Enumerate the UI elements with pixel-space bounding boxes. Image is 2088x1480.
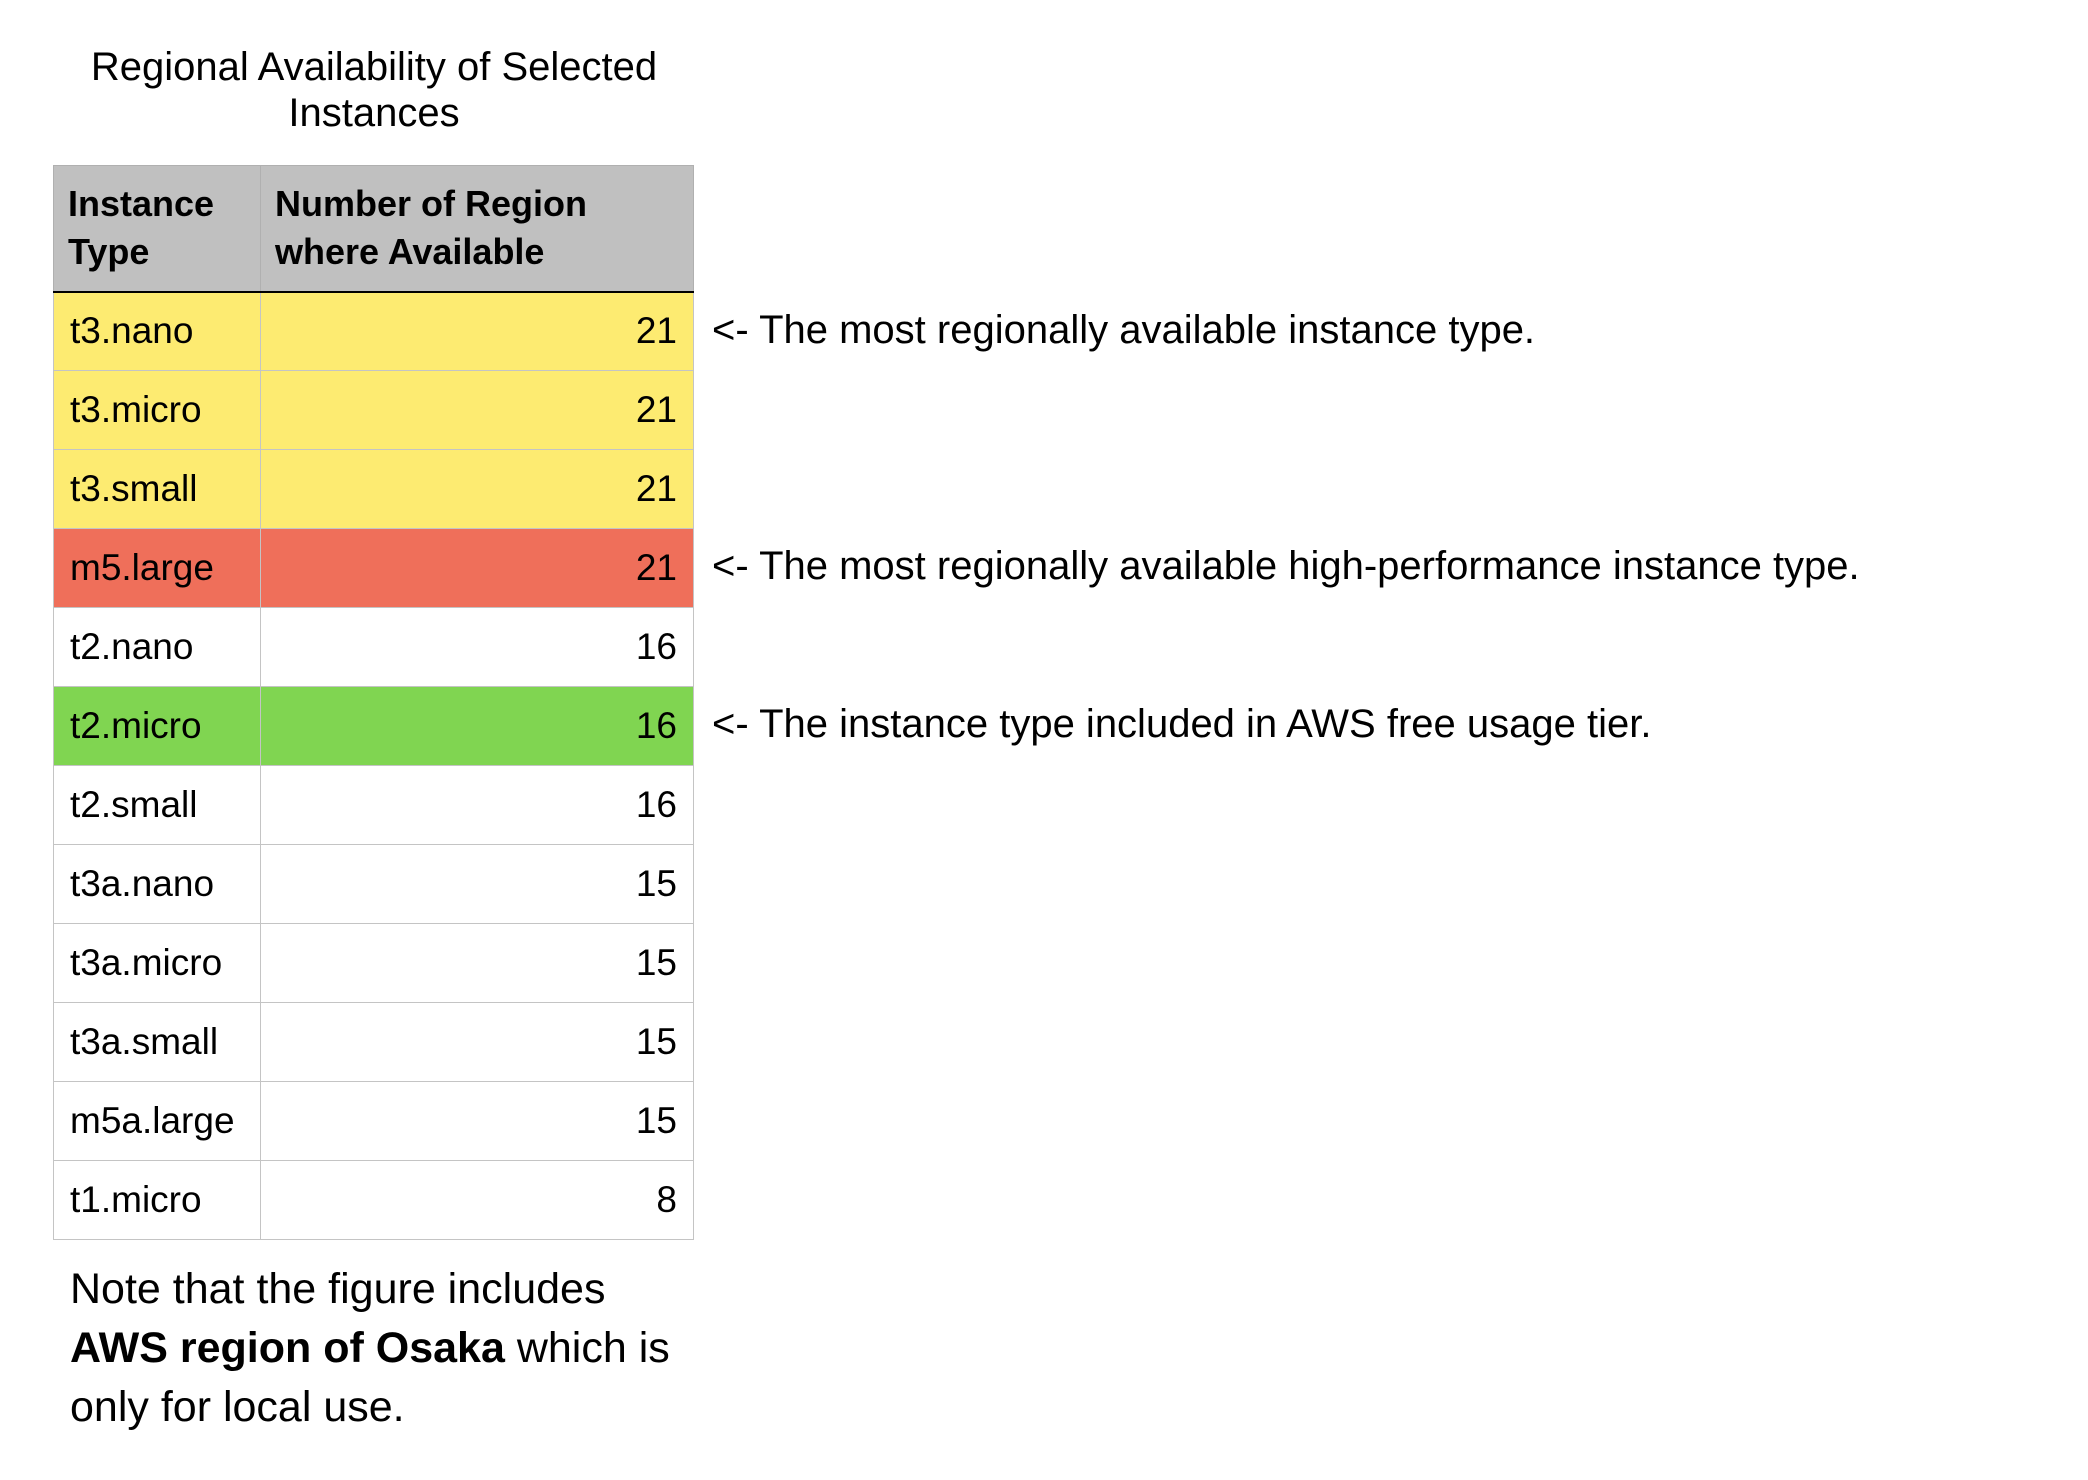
region-count-cell: 21 bbox=[260, 528, 694, 608]
availability-table: Instance Type Number of Region where Ava… bbox=[53, 165, 694, 1240]
instance-type-cell: t3a.micro bbox=[53, 923, 261, 1003]
region-count-cell: 15 bbox=[260, 1002, 694, 1082]
region-count-cell: 16 bbox=[260, 607, 694, 687]
table-row: t3.micro 21 bbox=[53, 370, 694, 450]
osaka-note: Note that the figure includes AWS region… bbox=[70, 1260, 710, 1437]
instance-type-cell: t2.micro bbox=[53, 686, 261, 766]
table-row: t3.nano 21 bbox=[53, 291, 694, 371]
header-region-count: Number of Region where Available bbox=[260, 165, 694, 293]
region-count-cell: 8 bbox=[260, 1160, 694, 1240]
region-count-cell: 16 bbox=[260, 686, 694, 766]
instance-type-cell: t3a.nano bbox=[53, 844, 261, 924]
table-row: t1.micro 8 bbox=[53, 1160, 694, 1240]
instance-type-cell: t1.micro bbox=[53, 1160, 261, 1240]
annotation-high-performance: <- The most regionally available high-pe… bbox=[712, 544, 1860, 588]
header-row: Instance Type Number of Region where Ava… bbox=[53, 165, 694, 293]
table-row: m5.large 21 bbox=[53, 528, 694, 608]
table-row: t2.micro 16 bbox=[53, 686, 694, 766]
region-count-cell: 15 bbox=[260, 923, 694, 1003]
region-count-cell: 21 bbox=[260, 370, 694, 450]
instance-type-cell: m5.large bbox=[53, 528, 261, 608]
region-count-cell: 16 bbox=[260, 765, 694, 845]
annotation-most-available: <- The most regionally available instanc… bbox=[712, 308, 1536, 352]
region-count-cell: 15 bbox=[260, 844, 694, 924]
region-count-cell: 15 bbox=[260, 1081, 694, 1161]
note-text-bold: AWS region of Osaka bbox=[70, 1324, 505, 1372]
instance-type-cell: t3.nano bbox=[53, 291, 261, 371]
instance-type-cell: m5a.large bbox=[53, 1081, 261, 1161]
table-row: t2.small 16 bbox=[53, 765, 694, 845]
annotation-free-tier: <- The instance type included in AWS fre… bbox=[712, 702, 1652, 746]
header-instance-type: Instance Type bbox=[53, 165, 261, 293]
instance-type-cell: t3.small bbox=[53, 449, 261, 529]
instance-type-cell: t2.small bbox=[53, 765, 261, 845]
region-count-cell: 21 bbox=[260, 449, 694, 529]
table-row: t3.small 21 bbox=[53, 449, 694, 529]
table-row: t3a.nano 15 bbox=[53, 844, 694, 924]
instance-type-cell: t2.nano bbox=[53, 607, 261, 687]
instance-type-cell: t3a.small bbox=[53, 1002, 261, 1082]
table-row: m5a.large 15 bbox=[53, 1081, 694, 1161]
note-text-end: which is only for local use. bbox=[70, 1324, 670, 1431]
table-title: Regional Availability of Selected Instan… bbox=[90, 45, 658, 135]
instance-type-cell: t3.micro bbox=[53, 370, 261, 450]
table-row: t3a.micro 15 bbox=[53, 923, 694, 1003]
note-text-start: Note that the figure includes bbox=[70, 1265, 606, 1313]
table-row: t2.nano 16 bbox=[53, 607, 694, 687]
table-row: t3a.small 15 bbox=[53, 1002, 694, 1082]
region-count-cell: 21 bbox=[260, 291, 694, 371]
